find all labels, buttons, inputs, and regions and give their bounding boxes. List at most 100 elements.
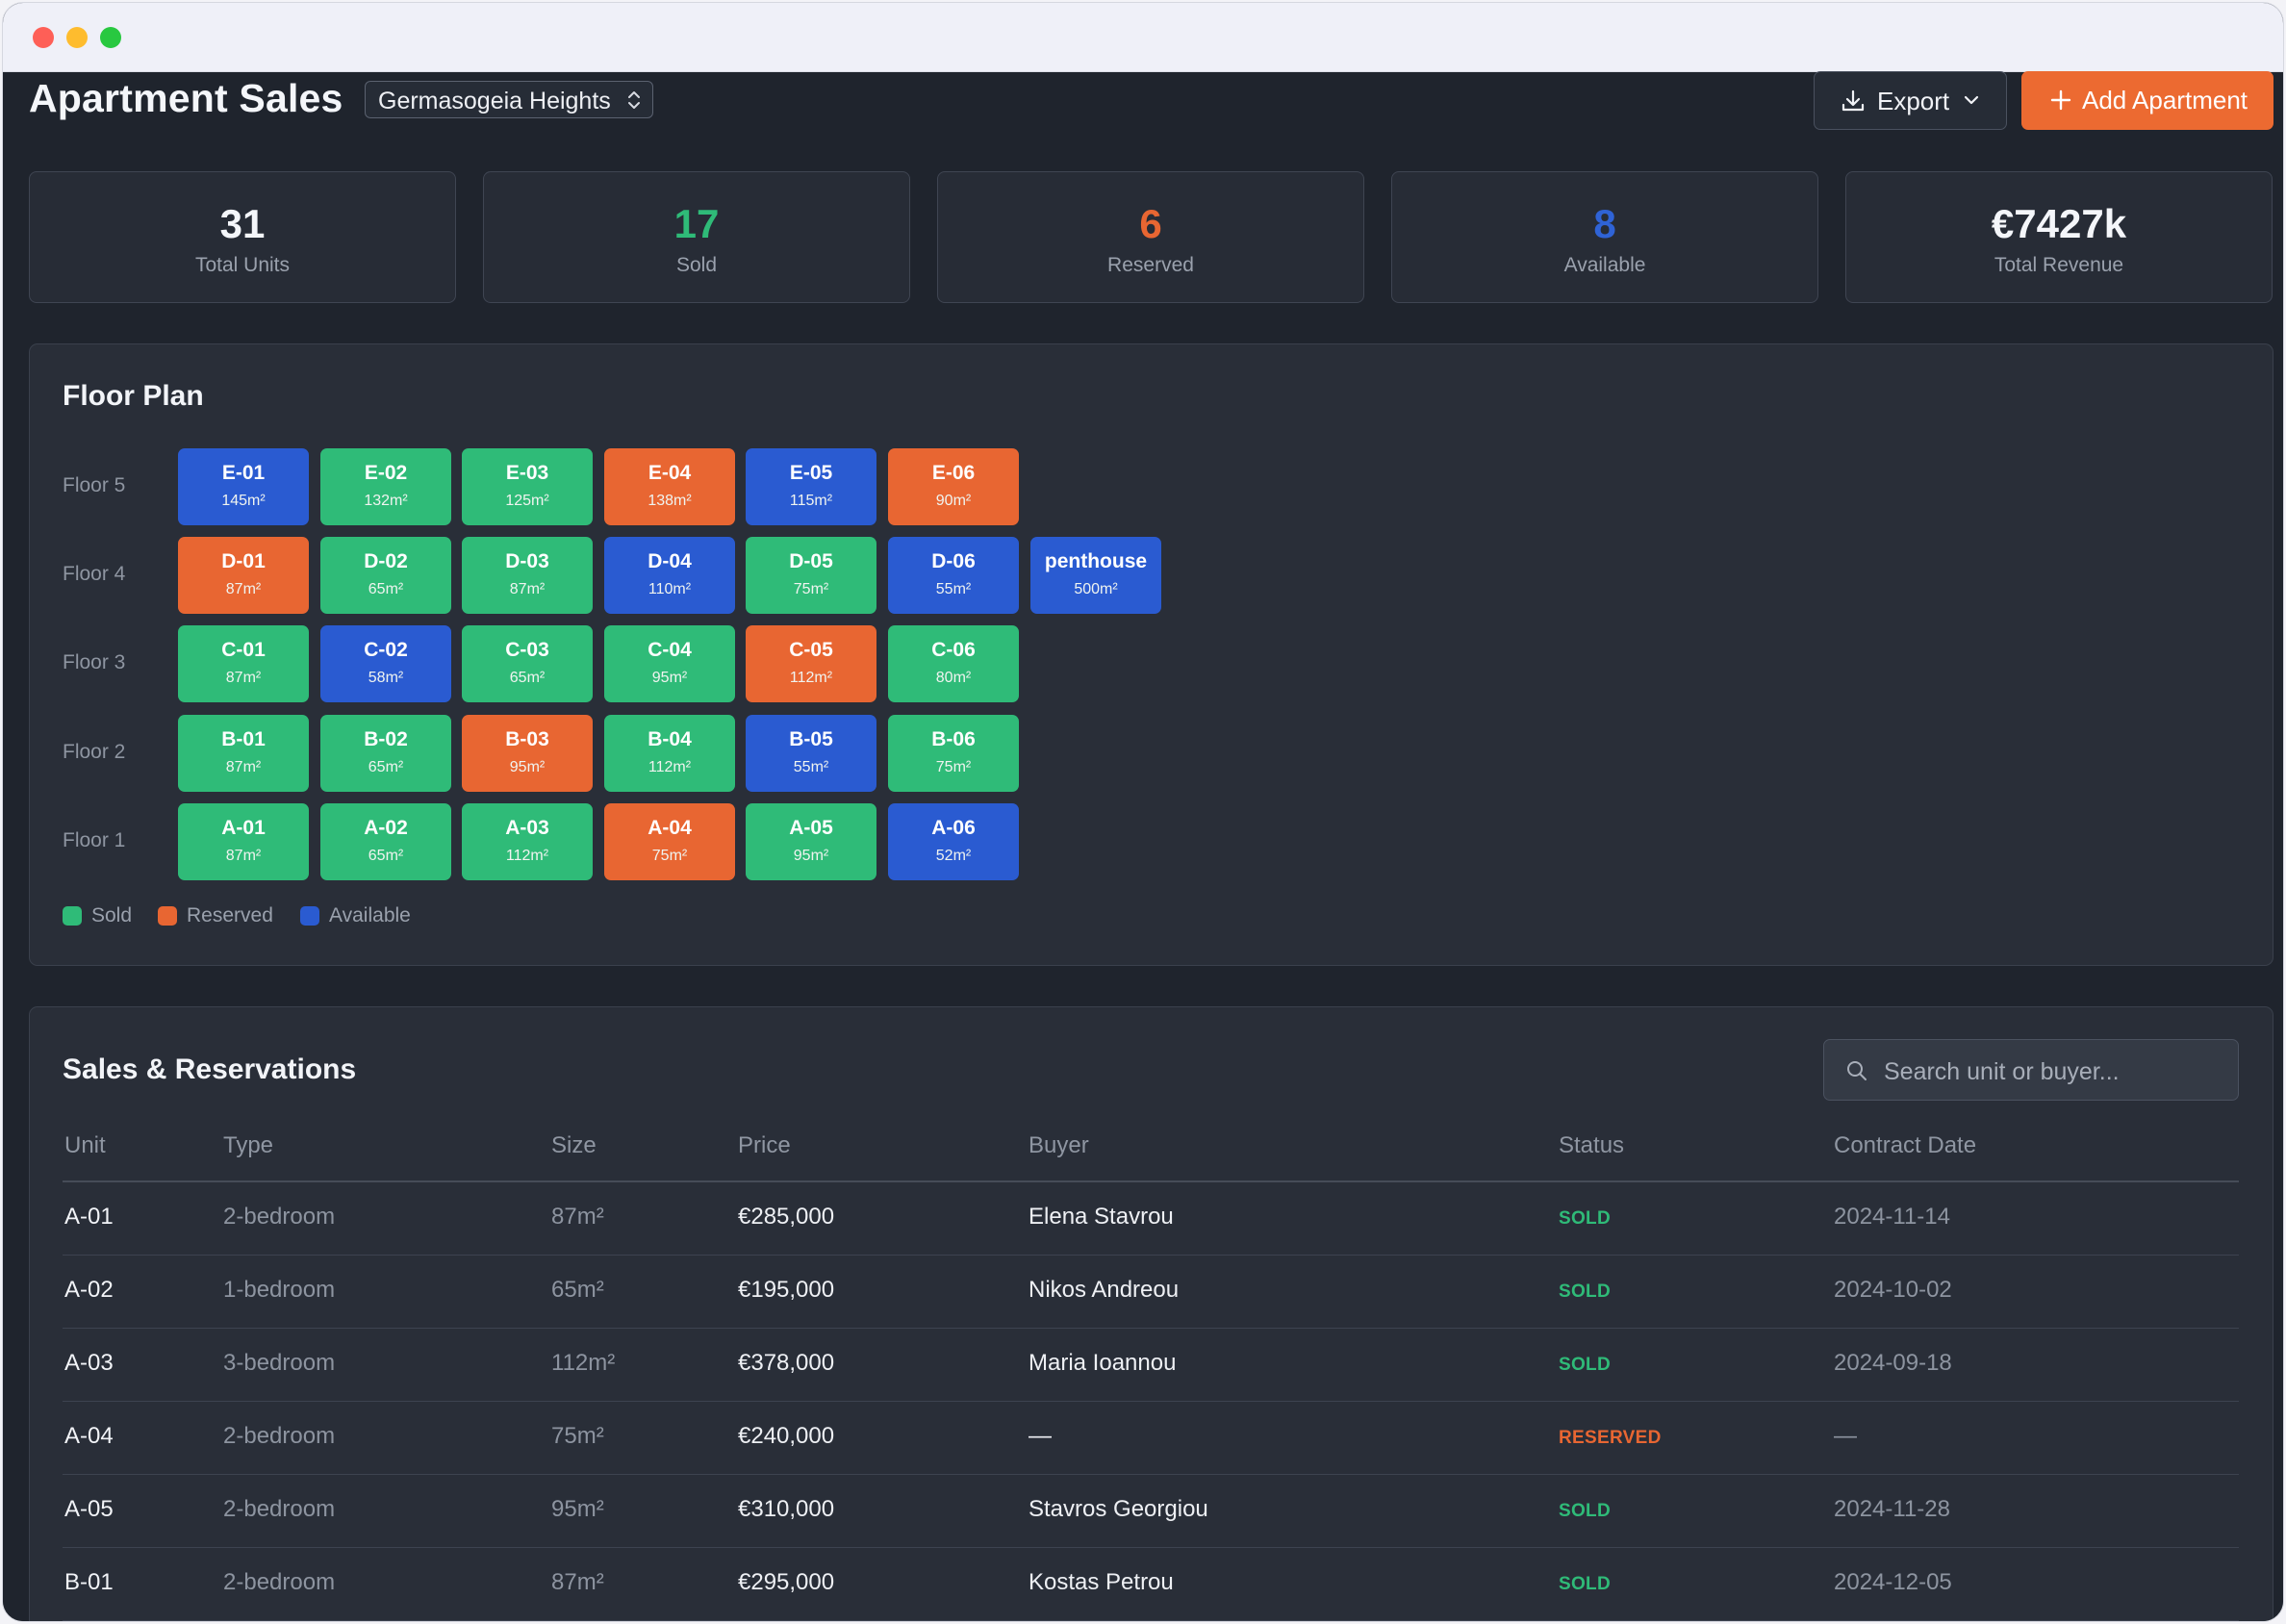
floor-label: Floor 1 [63,829,126,851]
unit-d-06[interactable]: D-06 55m² [888,537,1019,614]
column-header-price[interactable]: Price [738,1132,791,1158]
unit-size: 112m² [648,759,692,775]
floor-plan-title: Floor Plan [63,380,204,412]
stat-label: Available [1563,254,1646,276]
column-header-status[interactable]: Status [1559,1132,1625,1158]
project-select-value: Germasogeia Heights [378,88,611,114]
cell-date: 2024-11-28 [1834,1496,1950,1522]
unit-c-01[interactable]: C-01 87m² [178,625,309,702]
legend-label: Available [329,904,411,926]
unit-a-04[interactable]: A-04 75m² [604,803,735,880]
unit-e-04[interactable]: E-04 138m² [604,448,735,525]
column-header-size[interactable]: Size [551,1132,597,1158]
unit-a-05[interactable]: A-05 95m² [746,803,876,880]
cell-unit: A-03 [64,1350,114,1376]
unit-e-01[interactable]: E-01 145m² [178,448,309,525]
status-badge: SOLD [1559,1208,1611,1229]
add-apartment-button[interactable]: Add Apartment [2021,71,2273,130]
unit-d-02[interactable]: D-02 65m² [320,537,451,614]
unit-d-05[interactable]: D-05 75m² [746,537,876,614]
unit-code: D-04 [648,550,692,572]
project-select[interactable]: Germasogeia Heights [365,81,653,118]
unit-c-05[interactable]: C-05 112m² [746,625,876,702]
page-title: Apartment Sales [29,76,343,120]
unit-size: 65m² [509,670,546,686]
export-button[interactable]: Export [1814,71,2007,130]
stat-value: 17 [673,201,720,246]
unit-c-03[interactable]: C-03 65m² [462,625,593,702]
table-row[interactable]: A-03 3-bedroom 112m² €378,000 Maria Ioannou S… [63,1329,2239,1402]
unit-size: 58m² [368,670,404,686]
unit-c-06[interactable]: C-06 80m² [888,625,1019,702]
add-apartment-label: Add Apartment [2082,86,2248,114]
stat-card-sold: 17 Sold [483,171,910,303]
unit-d-04[interactable]: D-04 110m² [604,537,735,614]
unit-a-01[interactable]: A-01 87m² [178,803,309,880]
cell-buyer: Elena Stavrou [1029,1204,1174,1230]
unit-size: 138m² [648,493,692,509]
cell-unit: A-02 [64,1277,114,1303]
cell-buyer: Kostas Petrou [1029,1569,1174,1595]
unit-code: C-02 [364,639,408,661]
unit-code: D-03 [505,550,549,572]
select-updown-icon [628,91,640,109]
search-input[interactable]: Search unit or buyer... [1823,1039,2239,1101]
column-header-unit[interactable]: Unit [64,1132,106,1158]
unit-size: 65m² [368,759,404,775]
unit-c-02[interactable]: C-02 58m² [320,625,451,702]
unit-a-03[interactable]: A-03 112m² [462,803,593,880]
unit-size: 95m² [509,759,546,775]
column-header-date[interactable]: Contract Date [1834,1132,1977,1158]
unit-a-02[interactable]: A-02 65m² [320,803,451,880]
unit-b-06[interactable]: B-06 75m² [888,715,1019,792]
maximize-window-button[interactable] [100,27,121,48]
table-row[interactable]: B-01 2-bedroom 87m² €295,000 Kostas Petrou SO… [63,1548,2239,1621]
unit-size: 75m² [793,581,829,597]
cell-date: 2024-11-14 [1834,1204,1950,1230]
unit-c-04[interactable]: C-04 95m² [604,625,735,702]
unit-b-05[interactable]: B-05 55m² [746,715,876,792]
cell-date: 2024-12-05 [1834,1569,1952,1595]
sales-title: Sales & Reservations [63,1053,357,1085]
stat-label: Total Revenue [1994,254,2124,276]
unit-size: 90m² [935,493,972,509]
unit-e-06[interactable]: E-06 90m² [888,448,1019,525]
cell-unit: A-05 [64,1496,114,1522]
close-window-button[interactable] [33,27,54,48]
unit-d-01[interactable]: D-01 87m² [178,537,309,614]
legend-swatch-reserved [158,906,177,926]
unit-size: 75m² [651,848,688,864]
column-header-buyer[interactable]: Buyer [1029,1132,1089,1158]
cell-size: 87m² [551,1569,604,1595]
floor-label: Floor 5 [63,474,126,496]
cell-type: 2-bedroom [223,1204,336,1230]
unit-code: C-05 [789,639,833,661]
unit-d-03[interactable]: D-03 87m² [462,537,593,614]
unit-size: 95m² [793,848,829,864]
table-row[interactable]: A-01 2-bedroom 87m² €285,000 Elena Stavrou SO… [63,1182,2239,1256]
column-header-type[interactable]: Type [223,1132,274,1158]
table-row[interactable]: A-05 2-bedroom 95m² €310,000 Stavros Georgio… [63,1475,2239,1548]
minimize-window-button[interactable] [66,27,88,48]
table-row[interactable]: A-04 2-bedroom 75m² €240,000 — RESERVED — [63,1402,2239,1475]
unit-b-02[interactable]: B-02 65m² [320,715,451,792]
table-row[interactable]: A-02 1-bedroom 65m² €195,000 Nikos Andreou SO… [63,1256,2239,1329]
unit-code: E-01 [221,462,266,484]
cell-buyer: Maria Ioannou [1029,1350,1177,1376]
stat-value: €7427k [1991,201,2127,246]
unit-size: 125m² [505,493,549,509]
legend-label: Sold [91,904,133,926]
unit-code: A-06 [931,817,976,839]
unit-b-03[interactable]: B-03 95m² [462,715,593,792]
unit-e-02[interactable]: E-02 132m² [320,448,451,525]
unit-e-05[interactable]: E-05 115m² [746,448,876,525]
unit-code: B-04 [648,728,692,750]
unit-b-04[interactable]: B-04 112m² [604,715,735,792]
unit-e-03[interactable]: E-03 125m² [462,448,593,525]
stat-value: 31 [219,201,266,246]
unit-b-01[interactable]: B-01 87m² [178,715,309,792]
cell-type: 1-bedroom [223,1277,336,1303]
unit-penthouse[interactable]: penthouse 500m² [1030,537,1161,614]
stat-card-total-revenue: €7427k Total Revenue [1845,171,2273,303]
unit-a-06[interactable]: A-06 52m² [888,803,1019,880]
